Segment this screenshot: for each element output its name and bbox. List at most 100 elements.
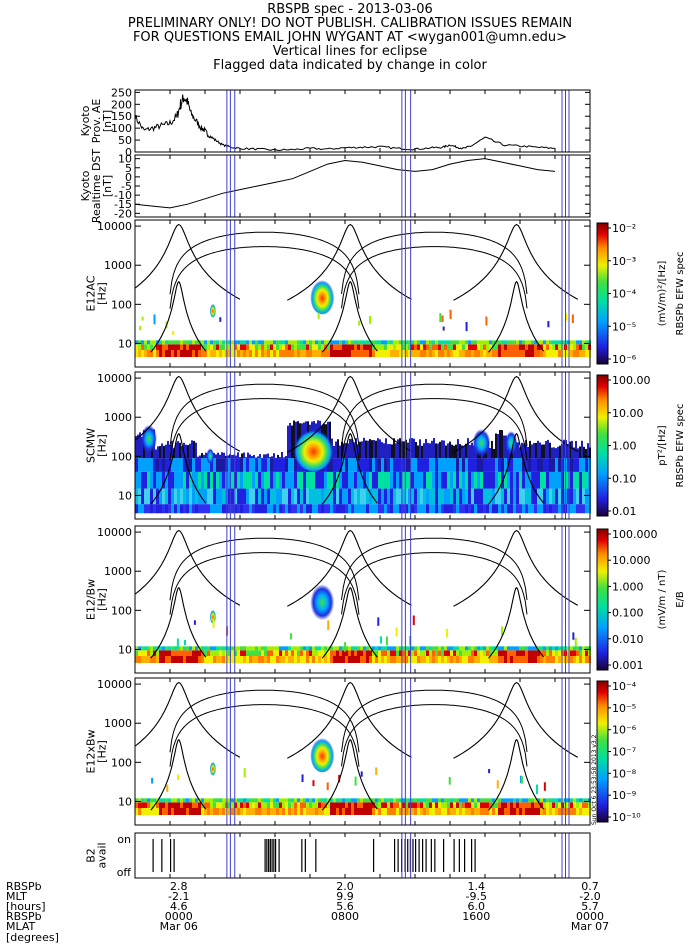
- e12bw-band-cell: [579, 650, 582, 657]
- e12bw-band-cell: [318, 646, 321, 651]
- ae-ytick-label: 200: [111, 98, 132, 111]
- e12xbw-band-cell: [207, 798, 210, 803]
- e12bw-band-cell: [543, 646, 546, 651]
- e12xbw-band-cell: [501, 802, 504, 809]
- e12xbw-band-cell: [579, 808, 582, 816]
- e12xbw-band-cell: [393, 798, 396, 803]
- e12bw-band-cell: [546, 650, 549, 657]
- scmw-band-cell: [555, 488, 558, 505]
- e12bw-band-cell: [327, 650, 330, 657]
- e12bw-gyro-curve: [321, 586, 378, 659]
- scmw-hiss-cell: [433, 438, 435, 459]
- scmw-band-cell: [303, 488, 306, 505]
- e12bw-ytick-label: 10: [118, 643, 132, 656]
- e12bw-band-cell: [165, 650, 168, 657]
- e12xbw-band-cell: [342, 798, 345, 803]
- e12xbw-band-cell: [252, 802, 255, 809]
- e12bw-band-cell: [555, 646, 558, 651]
- e12ac-band-cell: [237, 344, 240, 351]
- e12ac-ylabel: [Hz]: [96, 282, 109, 305]
- scmw-band-cell: [180, 488, 183, 505]
- e12bw-band-cell: [552, 650, 555, 657]
- e12bw-band-cell: [336, 656, 339, 664]
- e12bw-band-cell: [279, 656, 282, 664]
- e12bw-band-cell: [168, 650, 171, 657]
- e12ac-band-cell: [462, 340, 465, 345]
- e12ac-band-cell: [381, 340, 384, 345]
- e12ac-band-cell: [252, 350, 255, 358]
- e12xbw-band-cell: [504, 798, 507, 803]
- e12ac-band-cell: [291, 350, 294, 358]
- e12bw-band-cell: [378, 656, 381, 664]
- e12bw-band-cell: [258, 656, 261, 664]
- scmw-band-cell: [207, 488, 210, 505]
- scmw-band-cell: [177, 488, 180, 505]
- e12xbw-gyro-curve: [488, 738, 545, 811]
- e12xbw-band-cell: [366, 802, 369, 809]
- scmw-hiss-cell: [285, 455, 287, 459]
- e12bw-band-cell: [324, 656, 327, 664]
- b2-on-bar: [266, 839, 268, 872]
- scmw-band-cell: [255, 488, 258, 505]
- e12ac-band-cell: [378, 340, 381, 345]
- e12ac-band-cell: [408, 350, 411, 358]
- scmw-hiss-cell: [449, 441, 451, 459]
- warning-line: PRELIMINARY ONLY! DO NOT PUBLISH. CALIBR…: [127, 16, 573, 31]
- e12ac-ylabel: E12AC: [85, 275, 98, 311]
- scmw-ytick-label: 10000: [97, 372, 132, 385]
- e12ac-band-cell: [405, 350, 408, 358]
- e12xbw-band-cell: [474, 808, 477, 816]
- e12ac-band-cell: [384, 350, 387, 358]
- e12xbw-band-cell: [576, 798, 579, 803]
- scmw-hiss-cell: [165, 444, 167, 459]
- e12ac-band-cell: [180, 344, 183, 351]
- e12bw-band-cell: [429, 646, 432, 651]
- scmw-colorbar-label: 10.00: [612, 407, 644, 420]
- e12bw-band-cell: [228, 656, 231, 664]
- b2-on-bar: [464, 839, 466, 872]
- e12ac-band-cell: [546, 340, 549, 345]
- e12ac-band-cell: [540, 344, 543, 351]
- e12xbw-band-cell: [273, 802, 276, 809]
- e12xbw-band-cell: [495, 798, 498, 803]
- e12xbw-band-cell: [420, 802, 423, 809]
- b2-ytick-off: off: [117, 866, 132, 879]
- dst-ylabel: [nT]: [101, 175, 114, 197]
- e12bw-band-cell: [144, 646, 147, 651]
- scmw-band-cell: [156, 488, 159, 505]
- e12bw-band-cell: [573, 650, 576, 657]
- scmw-band-cell: [411, 471, 414, 489]
- scmw-hiss-cell: [443, 440, 445, 459]
- e12xbw-band-cell: [483, 798, 486, 803]
- e12ac-band-cell: [171, 340, 174, 345]
- e12bw-band-cell: [327, 656, 330, 664]
- ae-ytick-label: 100: [111, 122, 132, 135]
- e12bw-colorbar-label: 10.000: [612, 554, 651, 567]
- e12bw-band-cell: [321, 646, 324, 651]
- scmw-hiss-cell: [587, 443, 589, 459]
- scmw-band-cell: [255, 504, 258, 514]
- scmw-hiss-cell: [353, 442, 355, 459]
- scmw-band-cell: [342, 488, 345, 505]
- scmw-upper-hybrid-curve: [169, 383, 360, 447]
- e12xbw-band-cell: [549, 802, 552, 809]
- e12bw-band-cell: [468, 646, 471, 651]
- e12bw-band-cell: [465, 650, 468, 657]
- e12ac-band-cell: [258, 340, 261, 345]
- scmw-band-cell: [411, 488, 414, 505]
- scmw-emission-blob: [472, 428, 491, 457]
- e12ac-band-cell: [204, 344, 207, 351]
- e12ac-band-cell: [213, 340, 216, 345]
- scmw-band-cell: [165, 488, 168, 505]
- e12xbw-band-cell: [543, 802, 546, 809]
- e12ac-band-cell: [150, 344, 153, 351]
- e12ac-band-cell: [222, 350, 225, 358]
- e12bw-band-cell: [348, 646, 351, 651]
- scmw-band-cell: [291, 471, 294, 489]
- e12xbw-band-cell: [288, 802, 291, 809]
- e12xbw-band-cell: [426, 808, 429, 816]
- scmw-band-cell: [531, 458, 534, 472]
- e12xbw-band-cell: [240, 798, 243, 803]
- xaxis-value: 5.7: [581, 900, 599, 913]
- e12bw-band-cell: [198, 650, 201, 657]
